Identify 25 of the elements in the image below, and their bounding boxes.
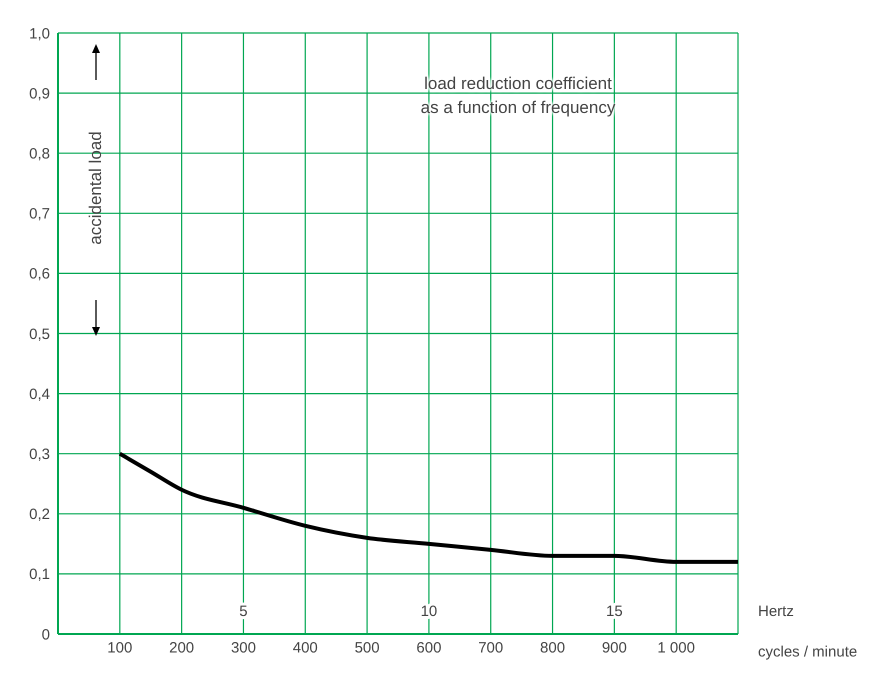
y-tick-label: 1,0 (29, 25, 50, 42)
x-tick-label: 300 (230, 640, 256, 657)
y-tick-label: 0 (42, 626, 50, 644)
x-tick-label: 400 (292, 640, 318, 657)
y-axis-title: accidental load (86, 131, 106, 245)
x-tick-label: 900 (602, 640, 627, 657)
x-tick-label: 100 (107, 640, 132, 657)
x-tick-label: 200 (169, 640, 194, 657)
y-tick-label: 0,9 (29, 85, 50, 102)
y-tick-label: 0,1 (29, 566, 50, 584)
y-tick-label: 0,5 (29, 326, 50, 343)
y-tick-label: 0,8 (29, 146, 50, 163)
x-tick-label: 800 (540, 640, 566, 657)
x-tick-label: 700 (478, 640, 504, 657)
y-tick-label: 0,3 (29, 446, 50, 464)
x-tick-label: 1 000 (657, 640, 695, 657)
x-tick-label: 500 (354, 640, 380, 657)
x-axis-title: cycles / minute (758, 643, 858, 660)
y-tick-label: 0,2 (29, 506, 50, 524)
x-tick-label: 600 (416, 640, 442, 657)
y-tick-label: 0,4 (29, 386, 50, 403)
y-tick-label: 0,6 (29, 266, 50, 283)
y-tick-label: 0,7 (29, 206, 50, 223)
line-series (118, 452, 738, 564)
x2-axis-title: Hertz (758, 603, 794, 620)
